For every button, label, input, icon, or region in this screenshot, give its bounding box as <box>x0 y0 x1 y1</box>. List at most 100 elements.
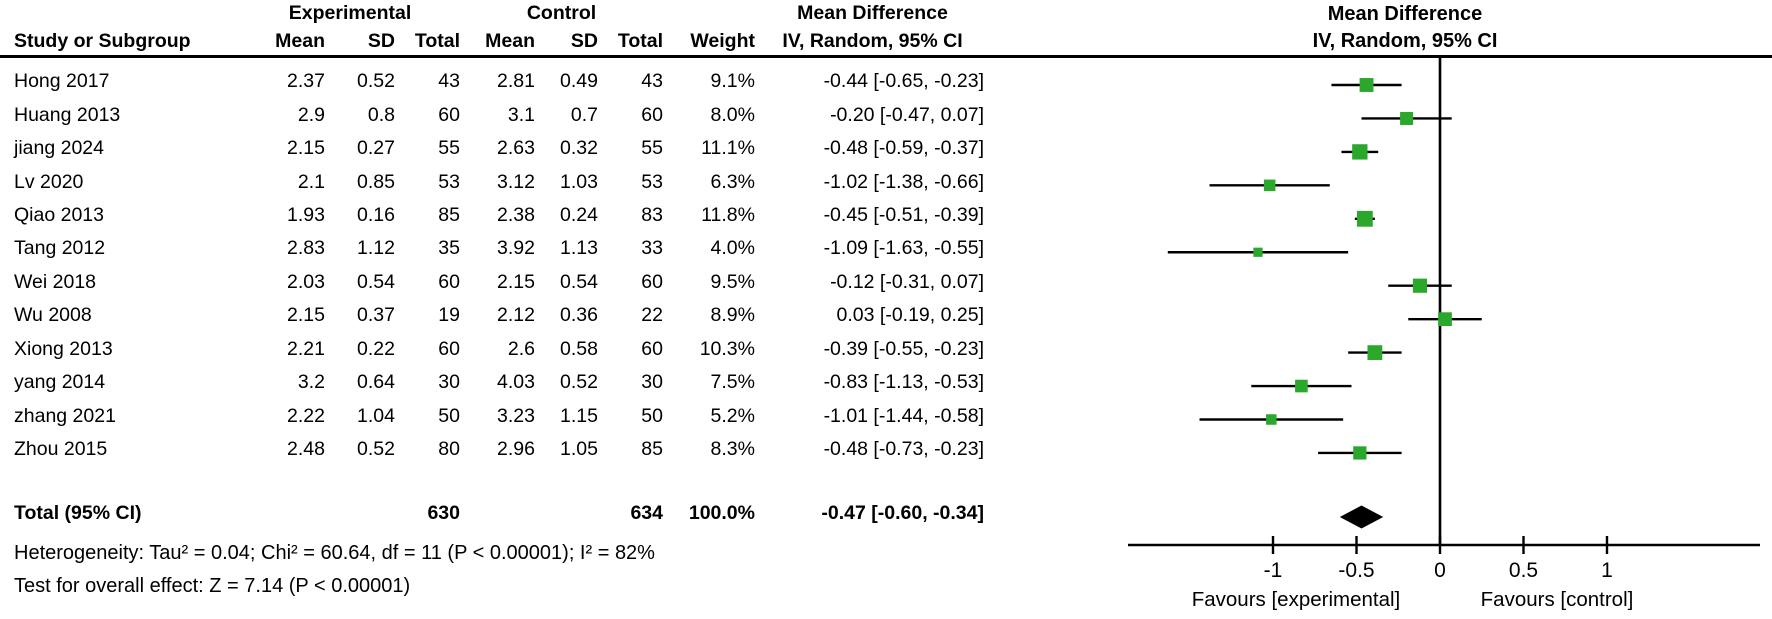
total-mean-ctl <box>460 497 535 530</box>
table-row-mean1: 2.9 <box>297 103 325 126</box>
table-row-study: Xiong 2013 <box>14 337 113 360</box>
table-row-sd1: 0.85 <box>357 170 395 193</box>
table-row-total1: 50 <box>438 404 460 427</box>
table-row-total1: 53 <box>438 170 460 193</box>
group-header-spacer <box>0 0 240 27</box>
table-row-mean2: 3.92 <box>497 237 535 260</box>
table-row-weight: 4.0% <box>710 237 755 260</box>
table-row-study: Huang 2013 <box>14 103 121 126</box>
table-row-ci: -0.45 [-0.51, -0.39] <box>823 203 984 226</box>
total-ci: -0.47 [-0.60, -0.34] <box>821 502 984 525</box>
table-row-total2: 60 <box>641 337 663 360</box>
table-row-mean1: 2.83 <box>287 237 325 260</box>
table-row-total1: 60 <box>438 270 460 293</box>
table-row-study: Hong 2017 <box>14 70 110 93</box>
table-row-sd1: 0.52 <box>357 438 395 461</box>
table-row-study: zhang 2021 <box>14 404 116 427</box>
axis-tick-label: 1 <box>1601 559 1613 582</box>
studies-table: Experimental Control Mean Difference Stu… <box>0 0 990 531</box>
table-row-total1: 80 <box>438 438 460 461</box>
table-row-mean2: 2.81 <box>497 70 535 93</box>
group-header-spacer2 <box>663 0 755 27</box>
table-row-study: Wu 2008 <box>14 304 92 327</box>
table-row-mean1: 1.93 <box>287 203 325 226</box>
point-estimate-marker <box>1356 210 1373 227</box>
forest-plot-canvas: -1 -0.5 0 0.5 1 Favours [experimental] Favours… <box>1128 56 1760 611</box>
point-estimate-marker <box>1353 446 1367 460</box>
group-header-mean-difference: Mean Difference <box>797 2 948 24</box>
table-row-sd2: 0.49 <box>560 70 598 93</box>
axis-tick-label: -1 <box>1264 559 1283 582</box>
table-row-sd2: 0.24 <box>560 203 598 226</box>
table-row-total1: 35 <box>438 237 460 260</box>
axis-tick-label: 0.5 <box>1509 559 1538 582</box>
table-row-mean1: 2.21 <box>287 337 325 360</box>
table-row-total2: 60 <box>641 103 663 126</box>
table-row-total2: 22 <box>641 304 663 327</box>
table-row-sd1: 0.52 <box>357 70 395 93</box>
group-header-experimental: Experimental <box>288 2 412 24</box>
total-n-exp: 630 <box>427 502 460 525</box>
table-row-mean2: 2.12 <box>497 304 535 327</box>
table-row-weight: 7.5% <box>710 371 755 394</box>
table-row-sd1: 1.12 <box>357 237 395 260</box>
table-row-study: Lv 2020 <box>14 170 84 193</box>
col-header-sd-ctl: SD <box>570 29 598 52</box>
table-row-sd1: 1.04 <box>357 404 395 427</box>
table-row-total2: 43 <box>641 70 663 93</box>
point-estimate-marker <box>1412 278 1428 293</box>
table-row-total2: 55 <box>641 137 663 160</box>
favours-control-label: Favours [control] <box>1481 588 1634 611</box>
col-header-ci: IV, Random, 95% CI <box>782 29 963 52</box>
table-row-total2: 50 <box>641 404 663 427</box>
table-row-sd2: 0.32 <box>560 137 598 160</box>
total-row: Total (95% CI) 630 634 100.0% -0.47 [-0.… <box>0 466 990 530</box>
table-header: Experimental Control Mean Difference Stu… <box>0 0 990 55</box>
point-estimate-marker <box>1359 78 1374 92</box>
table-row-mean1: 2.1 <box>297 170 325 193</box>
table-row-ci: -0.44 [-0.65, -0.23] <box>823 70 984 93</box>
table-row-mean2: 3.12 <box>497 170 535 193</box>
point-estimate-marker <box>1266 414 1277 425</box>
plot-title: Mean Difference <box>1327 3 1483 25</box>
table-row-total2: 33 <box>641 237 663 260</box>
table-row-mean1: 2.15 <box>287 137 325 160</box>
pooled-diamond <box>1339 505 1384 529</box>
favours-experimental-label: Favours [experimental] <box>1192 588 1401 611</box>
heterogeneity-stats: Heterogeneity: Tau² = 0.04; Chi² = 60.64… <box>14 542 655 564</box>
table-row-weight: 8.0% <box>710 103 755 126</box>
point-estimate-marker <box>1438 312 1452 327</box>
table-row-ci: -0.39 [-0.55, -0.23] <box>823 337 984 360</box>
table-row-mean1: 2.03 <box>287 270 325 293</box>
total-label: Total (95% CI) <box>14 502 142 525</box>
total-n-ctl: 634 <box>630 502 663 525</box>
table-row-mean2: 2.63 <box>497 137 535 160</box>
table-row-total2: 85 <box>641 438 663 461</box>
table-row-mean1: 2.15 <box>287 304 325 327</box>
axis-tick-label: -0.5 <box>1338 559 1374 582</box>
point-estimate-marker <box>1253 247 1263 257</box>
table-row-weight: 11.1% <box>701 137 755 160</box>
table-row-total2: 60 <box>641 270 663 293</box>
table-row-sd2: 1.15 <box>560 404 598 427</box>
table-row-ci: -0.20 [-0.47, 0.07] <box>830 103 984 126</box>
table-row-total1: 85 <box>438 203 460 226</box>
table-body: Hong 2017 2.37 0.52 43 2.81 0.49 43 9.1% -0.44 [… <box>0 55 990 466</box>
table-row-study: Qiao 2013 <box>14 203 104 226</box>
table-row-total1: 60 <box>438 103 460 126</box>
total-spacer <box>0 466 990 497</box>
table-row-total1: 60 <box>438 337 460 360</box>
table-row-weight: 8.9% <box>710 304 755 327</box>
table-row-mean1: 2.22 <box>287 404 325 427</box>
table-row-study: Wei 2018 <box>14 270 97 293</box>
table-row-sd1: 0.37 <box>357 304 395 327</box>
table-row-mean2: 2.6 <box>507 337 535 360</box>
plot-subtitle: IV, Random, 95% CI <box>1312 30 1498 52</box>
col-header-mean-exp: Mean <box>275 29 325 52</box>
table-row-mean2: 2.38 <box>497 203 535 226</box>
table-row-mean2: 2.96 <box>497 438 535 461</box>
total-mean-exp <box>240 497 325 530</box>
group-header-control: Control <box>526 2 597 24</box>
table-row-sd2: 1.05 <box>560 438 598 461</box>
